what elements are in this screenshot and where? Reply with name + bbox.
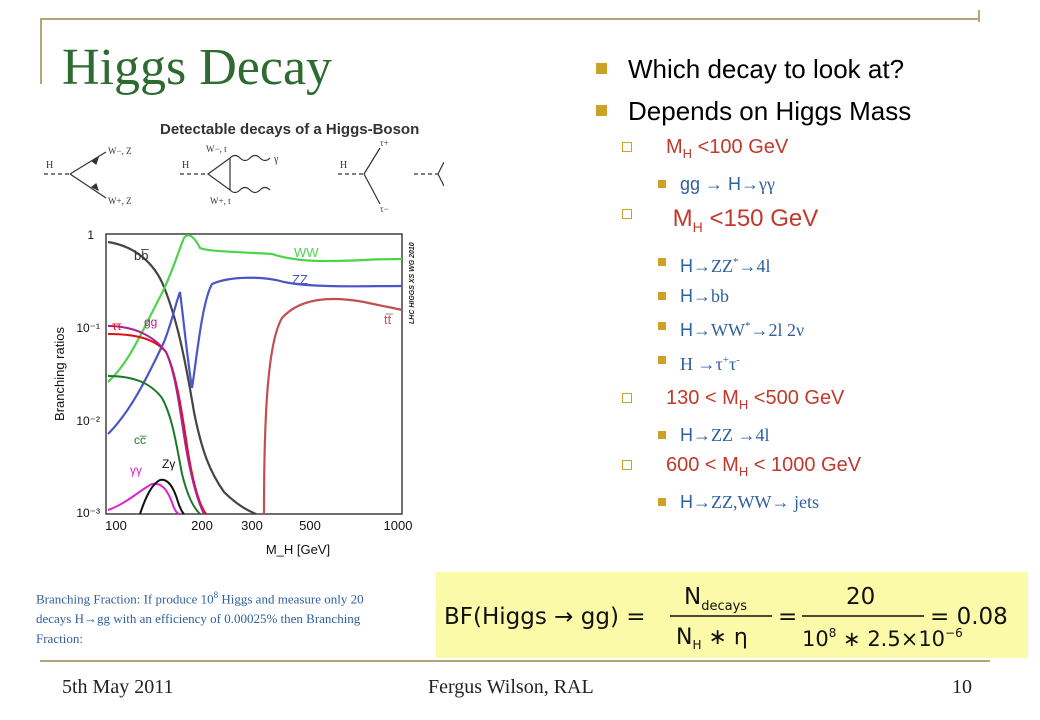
plot-xlabel: M_H [GeV]: [266, 542, 330, 557]
label-cc: cc̅: [134, 433, 147, 447]
diagram-tau-plus: τ+: [380, 138, 389, 148]
diagram-wt-minus: W−, t: [206, 144, 227, 154]
xtick-300: 300: [241, 518, 263, 533]
figure-header: Detectable decays of a Higgs-Boson: [160, 121, 419, 138]
formula-result: = 0.08: [930, 604, 1008, 630]
curve-bb: [107, 240, 257, 516]
item-tautau: H →τ+τ-: [614, 345, 1016, 379]
item-zz-ww-jets: H→ZZ,WW→ jets: [614, 487, 1016, 517]
xtick-1000: 1000: [384, 518, 413, 533]
item-zz-4l-high: H→ZZ →4l: [614, 420, 1016, 450]
diagram-gamma: γ: [273, 154, 279, 165]
curve-gamgam: [107, 482, 181, 515]
ytick-1: 1: [87, 228, 94, 242]
diagram-h-label-2: H: [182, 160, 189, 171]
curve-zz: [107, 276, 403, 435]
xtick-500: 500: [299, 518, 321, 533]
diagram-wz-plus: W+, Z: [108, 196, 132, 206]
label-tautau: ττ: [112, 319, 122, 333]
xtick-100: 100: [105, 518, 127, 533]
curve-ww: [107, 234, 403, 383]
label-zgam: Zγ: [162, 457, 175, 471]
subbullet-mass-150: MH <150 GeV: [614, 199, 1016, 247]
item-bb: H→bb: [614, 281, 1016, 311]
item-ww-2l2nu: H→WW*→2l 2ν: [614, 311, 1016, 345]
bullet-which-decay: Which decay to look at?: [596, 48, 1016, 90]
feynman-diagram-bb: [414, 161, 445, 187]
formula-svg: BF(Higgs → gg) = Ndecays NH ∗ η = 20 108…: [444, 584, 1008, 652]
item-gg-gamgam: gg → H→γγ: [614, 169, 1016, 199]
plot-watermark: LHC HIGGS XS WG 2010: [409, 242, 416, 324]
curve-tt: [262, 297, 403, 515]
branching-fraction-formula: BF(Higgs → gg) = Ndecays NH ∗ η = 20 108…: [436, 572, 1028, 658]
ytick-0.001: 10⁻³: [76, 506, 100, 520]
label-ww: WW: [294, 245, 319, 260]
svg-text:=: =: [778, 604, 797, 630]
label-gg: gg: [144, 315, 157, 329]
figure-svg: Detectable decays of a Higgs-Boson H W−,…: [44, 121, 445, 557]
diagram-h-label-3: H: [340, 160, 347, 171]
label-tt: tt̅: [384, 312, 393, 327]
footer-author: Fergus Wilson, RAL: [428, 676, 594, 698]
ytick-0.01: 10⁻²: [76, 414, 100, 428]
bullet-list: Which decay to look at? Depends on Higgs…: [596, 48, 1016, 517]
slide-frame-bottom: [40, 660, 990, 662]
plot-ylabel: Branching ratios: [52, 327, 67, 421]
footer-date: 5th May 2011: [62, 676, 174, 698]
curve-zgam: [139, 478, 185, 515]
feynman-diagram-gamgam: [180, 154, 271, 194]
diagram-wt-plus: W+, t: [210, 196, 231, 206]
footer-page-number: 10: [952, 676, 972, 698]
formula-lhs: BF(Higgs → gg) =: [444, 604, 646, 630]
subbullet-mass-130-500: 130 < MH <500 GeV: [614, 383, 1016, 420]
curve-gg: [107, 325, 205, 515]
branching-ratio-plot: Branching ratios 1 10⁻¹ 10⁻² 10⁻³ 100 20…: [52, 228, 416, 557]
formula-denominator-1: NH ∗ η: [676, 625, 748, 652]
plot-frame: [105, 233, 403, 515]
slide-frame-left: [40, 18, 42, 84]
slide-frame-right: [978, 10, 980, 22]
subbullet-mass-600-1000: 600 < MH < 1000 GeV: [614, 450, 1016, 487]
bullet-depends-on-mass: Depends on Higgs Mass: [596, 90, 1016, 132]
subbullet-mass-100: MH <100 GeV: [614, 132, 1016, 169]
slide-title: Higgs Decay: [62, 39, 333, 96]
formula-numerator-1: Ndecays: [684, 584, 747, 614]
curve-cc: [107, 375, 201, 515]
diagram-tau-minus: τ−: [380, 204, 389, 214]
ytick-0.1: 10⁻¹: [76, 321, 100, 335]
diagram-wz-minus: W−, Z: [108, 146, 132, 156]
formula-numerator-2: 20: [846, 584, 875, 610]
label-zz: ZZ: [292, 272, 308, 287]
xtick-200: 200: [191, 518, 213, 533]
item-zz-4l: H→ZZ*→4l: [614, 247, 1016, 281]
feynman-diagram-tautau: [338, 147, 381, 205]
feynman-diagram-ww-zz: [44, 151, 107, 199]
formula-denominator-2: 108 ∗ 2.5×10−6: [802, 626, 963, 651]
higgs-figure: Detectable decays of a Higgs-Boson H W−,…: [34, 112, 445, 562]
label-gamgam: γγ: [130, 463, 142, 477]
diagram-h-label-1: H: [46, 160, 53, 171]
slide-frame-top: [40, 18, 980, 20]
label-bb: bb̅: [134, 248, 149, 263]
branching-fraction-note: Branching Fraction: If produce 108 Higgs…: [36, 590, 364, 647]
